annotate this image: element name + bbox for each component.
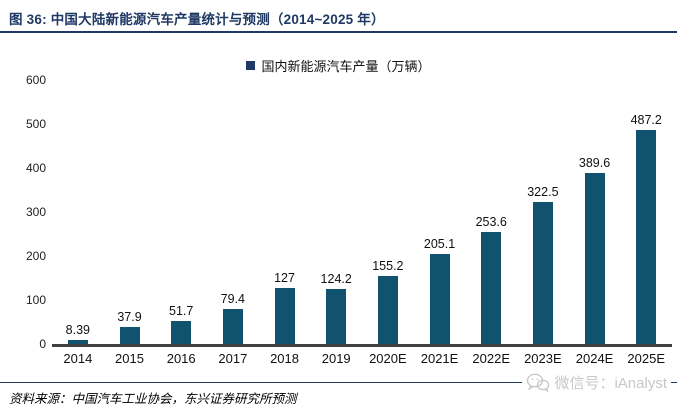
x-tick-label: 2015	[115, 351, 144, 366]
x-tick-label: 2025E	[627, 351, 666, 366]
y-tick-label: 200	[25, 249, 46, 263]
bar-value-label: 37.9	[117, 310, 142, 325]
bar-column: 124.2	[310, 80, 362, 344]
y-tick-label: 100	[25, 293, 46, 307]
x-tick-label: 2016	[166, 351, 196, 366]
plot-area: 8.39 37.9 51.7 79.4 127 124.2 155.2 205.1 253.6 3…	[52, 80, 672, 347]
bar-column: 322.5	[517, 80, 569, 344]
x-tick-label: 2021E	[420, 351, 459, 366]
source-note: 资料来源：中国汽车工业协会，东兴证券研究所预测	[9, 391, 297, 406]
bar-value-label: 322.5	[527, 185, 559, 200]
legend-marker-icon	[246, 61, 256, 70]
y-tick-label: 300	[25, 205, 46, 219]
y-tick-label: 400	[25, 161, 46, 175]
bar	[481, 232, 502, 344]
bar-column: 8.39	[52, 80, 104, 344]
bar-column: 79.4	[207, 80, 259, 344]
x-axis: 2014 2015 2016 2017 2018 2019 2020E 2021E 2022E 2…	[52, 351, 672, 366]
figure-header: 图 36: 中国大陆新能源汽车产量统计与预测（2014~2025 年）	[0, 0, 677, 33]
bar	[429, 253, 450, 344]
bar-value-label: 389.6	[578, 155, 611, 170]
bar-value-label: 487.2	[630, 112, 662, 127]
y-tick-label: 600	[25, 73, 46, 87]
y-tick-label: 0	[39, 337, 46, 351]
figure-title: 图 36: 中国大陆新能源汽车产量统计与预测（2014~2025 年）	[9, 12, 385, 27]
bar-value-label: 155.2	[372, 258, 404, 273]
bar-column: 155.2	[362, 80, 414, 344]
bar-column: 389.6	[569, 80, 621, 344]
bar-value-label: 51.7	[169, 304, 194, 319]
bar-column: 487.2	[620, 80, 672, 344]
wechat-icon	[527, 373, 550, 392]
x-tick-label: 2024E	[575, 351, 614, 366]
bar	[326, 289, 347, 344]
x-tick-label: 2023E	[524, 351, 562, 366]
watermark-text: 微信号：iAnalyst	[554, 375, 667, 392]
bar-value-label: 8.39	[65, 323, 90, 338]
bar-column: 253.6	[465, 80, 517, 344]
bar-value-label: 205.1	[423, 236, 456, 251]
bar-column: 51.7	[155, 80, 207, 344]
bar	[377, 275, 398, 344]
chart-legend: 国内新能源汽车产量（万辆）	[0, 56, 677, 75]
watermark: 微信号：iAnalyst	[522, 372, 671, 393]
bar-value-label: 124.2	[320, 272, 352, 287]
bar	[274, 288, 295, 344]
bar-column: 205.1	[414, 80, 466, 344]
bar	[171, 321, 192, 344]
x-tick-label: 2019	[321, 351, 351, 366]
bar-value-label: 79.4	[220, 292, 246, 307]
bar	[222, 309, 243, 344]
footer-divider	[0, 382, 677, 383]
bar-column: 37.9	[104, 80, 156, 344]
bar	[119, 327, 140, 344]
legend-label: 国内新能源汽车产量（万辆）	[261, 59, 431, 74]
y-tick-label: 500	[25, 117, 46, 131]
bar-value-label: 127	[274, 271, 295, 286]
bar	[584, 172, 605, 344]
x-tick-label: 2017	[218, 351, 248, 366]
x-tick-label: 2022E	[472, 351, 510, 366]
x-tick-label: 2020E	[369, 351, 407, 366]
bar	[532, 202, 553, 344]
bar	[67, 340, 88, 344]
x-tick-label: 2018	[270, 351, 299, 366]
bar-value-label: 253.6	[475, 215, 507, 230]
bar-column: 127	[259, 80, 311, 344]
bar	[636, 129, 657, 344]
x-tick-label: 2014	[63, 351, 93, 366]
